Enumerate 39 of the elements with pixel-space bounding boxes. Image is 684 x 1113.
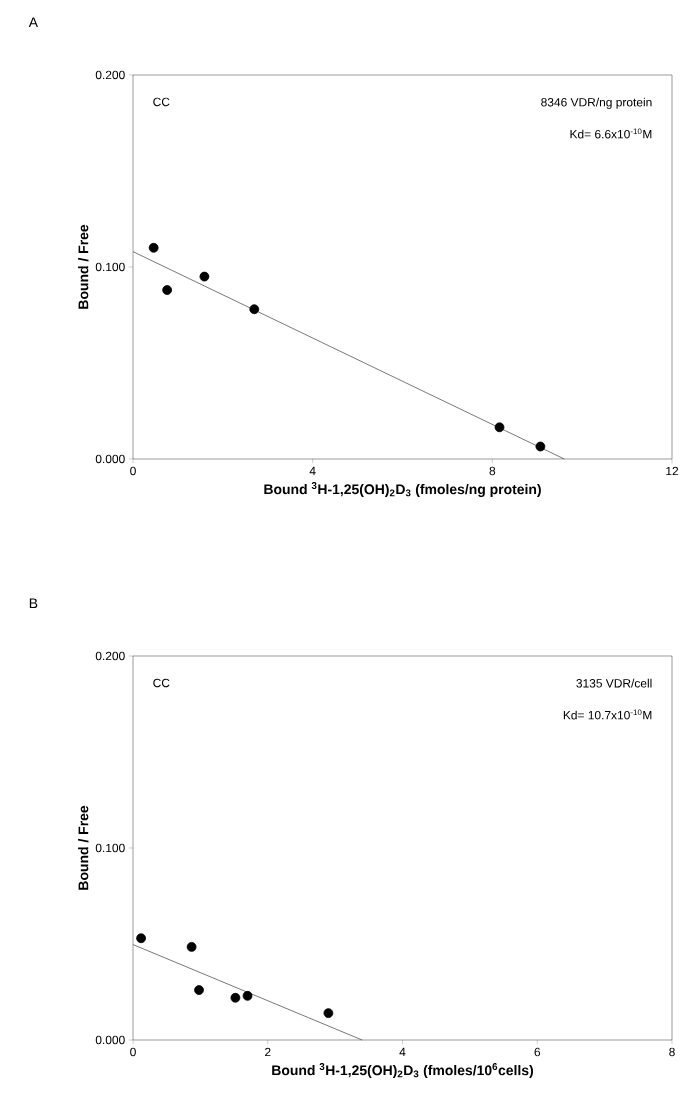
text: Bound $^{3}$H-1,25(OH)$_{2}$D$_{3}$ (fmoles/10$^{6}$cells) [272, 1063, 534, 1078]
annotation: 3135 VDR/cell [576, 678, 652, 688]
point [162, 285, 173, 295]
y-tick-label: 0.100 [95, 843, 125, 853]
point [230, 992, 241, 1003]
point [535, 441, 546, 452]
point [323, 1008, 334, 1018]
y-tick-label: 0.000 [95, 454, 125, 464]
annotation: Kd= 6.6x10$^{-10}$M [570, 128, 652, 139]
x-tick-label: 4 [309, 466, 316, 475]
y-axis-title: Bound / Free [78, 805, 89, 890]
annotation: CC [153, 678, 170, 688]
x-tick-label: 2 [265, 1047, 271, 1057]
point [186, 941, 197, 952]
y-tick-label: 0.200 [95, 651, 125, 661]
chart-title: A [28, 17, 38, 28]
x-tick-label: 8 [489, 466, 496, 476]
x-tick-label: 4 [399, 1047, 406, 1056]
point [242, 990, 253, 1001]
point [194, 985, 204, 995]
x-tick-label: 0 [130, 466, 136, 476]
chart-title: B [29, 598, 38, 609]
y-tick-label: 0.200 [95, 70, 125, 80]
x-axis-title: Bound $^{3}$H-1,25(OH)$_{2}$D$_{3}$ (fmoles/ng protein) [264, 482, 541, 498]
x-tick-label: 0 [130, 1047, 136, 1057]
y-tick-label: 0.100 [95, 262, 125, 272]
annotation: Kd= 10.7x10$^{-10}$M [563, 709, 652, 720]
point [494, 422, 505, 433]
y-tick-label: 0.000 [95, 1035, 125, 1045]
point [148, 242, 159, 253]
x-tick-label: 6 [534, 1047, 541, 1057]
x-tick-label: 8 [669, 1047, 675, 1057]
annotation: 8346 VDR/ng protein [541, 97, 652, 109]
point [249, 304, 260, 315]
x-tick-label: 12 [666, 466, 679, 476]
annotation: CC [153, 97, 170, 107]
y-axis-title: Bound / Free [78, 224, 89, 309]
point [136, 933, 146, 944]
point [199, 271, 210, 282]
